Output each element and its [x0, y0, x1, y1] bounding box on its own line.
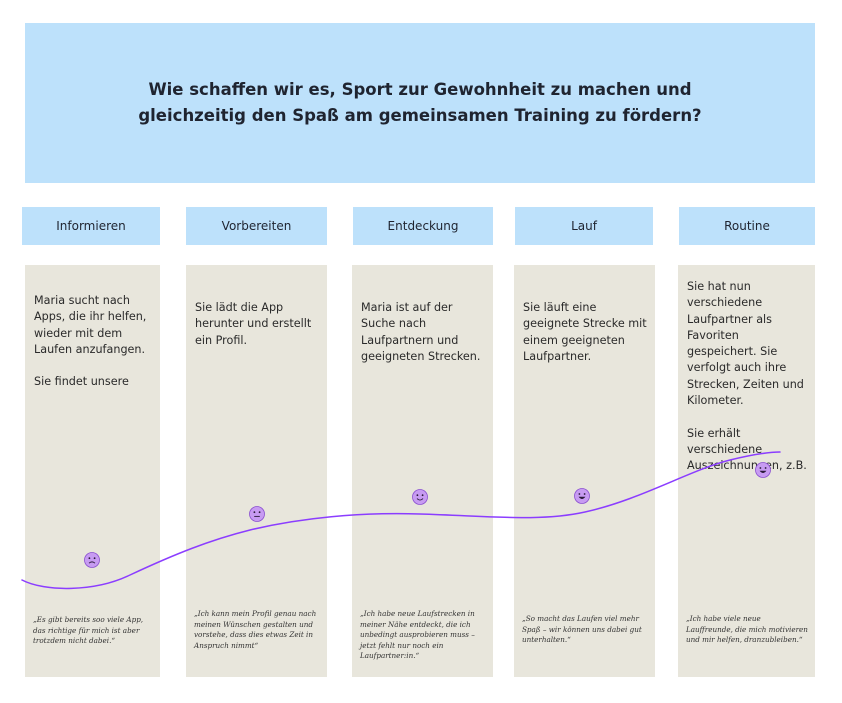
phase-label-informieren: Informieren: [22, 207, 160, 245]
user-quote: „Ich habe viele neue Lauffreunde, die mi…: [686, 614, 808, 645]
phase-description: Sie hat nun verschiedene Laufpartner als…: [687, 280, 807, 473]
phase-description: Sie lädt die App herunter und erstellt e…: [195, 301, 312, 347]
user-quote: „So macht das Laufen viel mehr Spaß – wi…: [522, 614, 642, 645]
phase-card-entdeckung: Maria ist auf der Suche nach Laufpartner…: [352, 265, 493, 677]
phase-description: Maria ist auf der Suche nach Laufpartner…: [361, 301, 481, 363]
phase-card-vorbereiten: Sie lädt die App herunter und erstellt e…: [186, 265, 327, 677]
phase-label-entdeckung: Entdeckung: [353, 207, 493, 245]
user-quote: „Ich kann mein Profil genau nach meinen …: [194, 609, 317, 650]
phase-card-routine: Sie hat nun verschiedene Laufpartner als…: [678, 265, 815, 677]
header-banner: Wie schaffen wir es, Sport zur Gewohnhei…: [25, 23, 815, 183]
phase-label-routine: Routine: [679, 207, 815, 245]
phase-card-lauf: Sie läuft eine geeignete Strecke mit ein…: [514, 265, 655, 677]
user-quote: „Ich habe neue Laufstrecken in meiner Nä…: [360, 609, 475, 661]
user-quote: „Es gibt bereits soo viele App, das rich…: [33, 615, 144, 646]
phase-label-lauf: Lauf: [515, 207, 653, 245]
phase-description: Maria sucht nach Apps, die ihr helfen, w…: [34, 294, 147, 385]
phase-description: Sie läuft eine geeignete Strecke mit ein…: [523, 301, 647, 363]
phase-label-vorbereiten: Vorbereiten: [186, 207, 327, 245]
page-title: Wie schaffen wir es, Sport zur Gewohnhei…: [138, 80, 702, 125]
phase-card-informieren: Maria sucht nach Apps, die ihr helfen, w…: [25, 265, 160, 677]
